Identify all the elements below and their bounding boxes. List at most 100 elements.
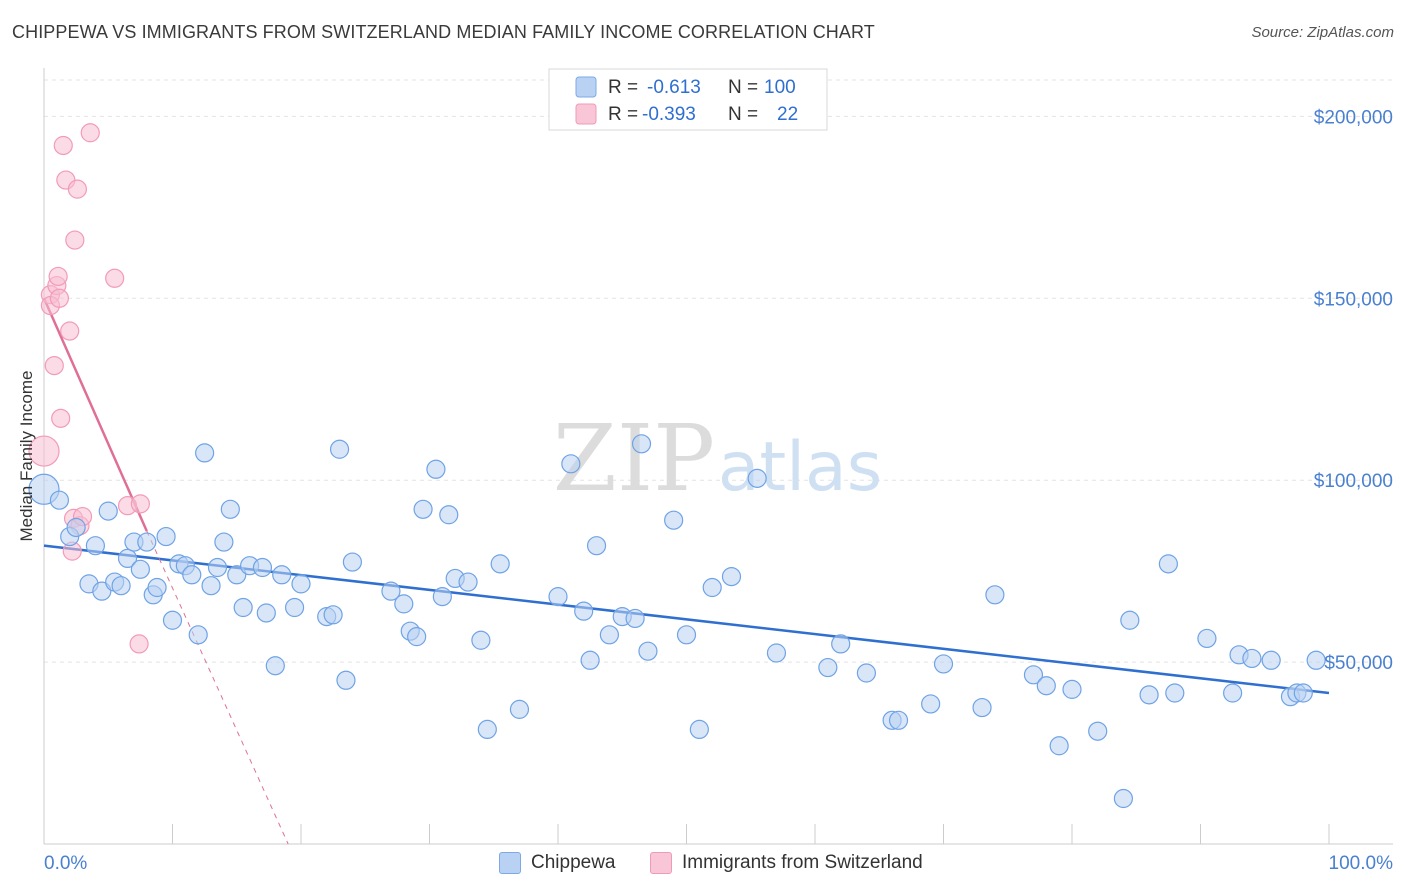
bottom-legend-label-chippewa: Chippewa [531,852,616,873]
chippewa-point [586,536,607,556]
chippewa-point [1165,683,1185,703]
chippewa-point [111,576,131,596]
chippewa-point [214,532,234,552]
chippewa-point [1158,554,1178,574]
legend-box: R = -0.613 N = 100 R = -0.393 N = 22 [548,68,828,131]
chippewa-point [509,699,530,719]
swiss-point [80,123,100,143]
y-axis-label: Median Family Income [17,370,36,541]
x-tick-label-min: 0.0% [44,853,87,874]
chippewa-point [156,526,176,547]
chippewa-point [702,577,722,598]
chippewa-point [256,603,276,623]
legend-n-label-2: N = [728,104,758,125]
chippewa-point [1261,650,1281,670]
chippewa-point [933,654,954,674]
chippewa-point [818,657,838,678]
legend-n-label-1: N = [728,77,758,98]
chippewa-point [1088,721,1108,741]
chippewa-point [137,532,157,552]
chippewa-point [1139,685,1159,705]
chippewa-point [1036,676,1056,696]
watermark: ZIP atlas [553,405,882,512]
chippewa-point [631,434,652,454]
swiss-point [129,634,149,654]
chippewa-point [85,536,106,556]
chippewa-point [985,585,1005,605]
chippewa-point [1049,736,1069,756]
chippewa-point [888,710,909,730]
chippewa-point [490,554,510,574]
chippewa-point [117,548,138,569]
chippewa-point [1113,788,1134,809]
chippewa-point [1242,648,1262,669]
chippewa-point [831,634,851,654]
chippewa-point [856,663,877,683]
chippewa-point [426,459,446,479]
y-tick-label: $50,000 [1324,653,1393,674]
legend-r-value-2: -0.393 [642,104,696,125]
chippewa-point [323,605,343,625]
chippewa-point [471,630,491,650]
tick-labels: $50,000 $100,000 $150,000 $200,000 0.0% 100.0… [44,107,1393,874]
swiss-point [49,288,70,308]
swiss-trend-extension [146,530,289,845]
swiss-point [44,355,64,376]
chippewa-point [394,594,414,614]
swiss-point [28,435,60,467]
chippewa-point [548,587,568,607]
swiss-point [60,321,80,341]
chippewa-point [207,557,228,578]
chippewa-point [1023,665,1044,685]
swiss-point [48,266,68,287]
chippewa-point [342,552,362,572]
swiss-point [67,179,88,199]
swiss-point [53,135,73,156]
chippewa-point [195,443,215,463]
chippewa-point [1223,683,1243,703]
legend-r-value-1: -0.613 [647,77,701,98]
chippewa-point [233,597,253,618]
legend-n-value-1: 100 [764,77,796,98]
legend-swatch-chippewa [575,76,597,98]
chippewa-point [921,694,941,714]
chippewa-point [689,719,709,740]
chippewa-point [766,643,787,663]
chippewa-point [1306,650,1326,670]
bottom-legend-label-swiss: Immigrants from Switzerland [682,852,923,873]
chippewa-point [220,499,240,519]
chippewa-point [265,656,285,676]
swiss-point [105,268,125,288]
bottom-legend: Chippewa Immigrants from Switzerland [0,852,1406,878]
chippewa-point [147,577,167,598]
chippewa-point [432,587,452,607]
chippewa-point [747,468,767,488]
chippewa-point [721,566,742,587]
points-chippewa [28,434,1326,809]
source-label: Source: ZipAtlas.com [1251,24,1394,41]
chippewa-point [599,625,620,645]
bottom-legend-swatch-swiss [650,852,672,874]
chippewa-point [1062,679,1082,699]
bottom-legend-swatch-chippewa [499,852,521,874]
x-tick-label-max: 100.0% [1329,853,1394,874]
chippewa-point [458,572,478,592]
legend-r-label-2: R = [608,104,638,125]
y-tick-label: $100,000 [1314,471,1393,492]
points-swiss [28,123,150,654]
chippewa-point [98,501,118,521]
chippewa-point [272,565,292,585]
swiss-point [51,408,71,428]
chippewa-point [182,565,202,585]
y-tick-label: $150,000 [1314,289,1393,310]
chippewa-point [381,581,401,601]
watermark-atlas: atlas [718,428,882,507]
chippewa-point [574,601,594,621]
chippewa-point [284,597,305,618]
chippewa-point [130,559,150,579]
chippewa-point [638,641,658,661]
chippewa-point [676,625,697,645]
chippewa-point [201,576,221,596]
swiss-trend-line [42,297,148,532]
